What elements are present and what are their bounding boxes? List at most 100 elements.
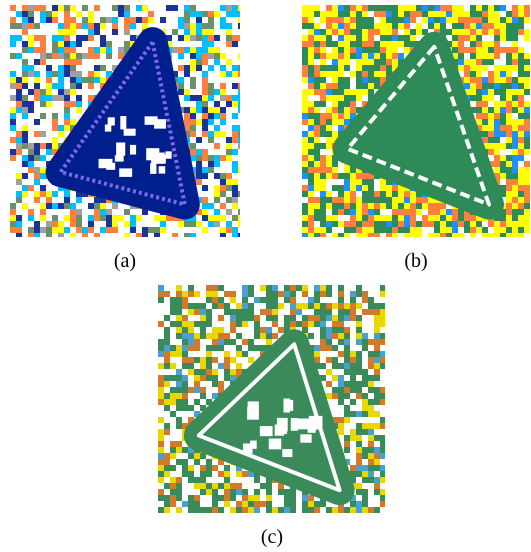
map-pixel [266,309,272,315]
map-pixel [350,203,356,209]
map-pixel [482,17,488,23]
map-pixel [176,459,182,465]
map-pixel [220,35,226,41]
map-pixel [362,89,368,95]
map-pixel [220,77,226,83]
map-pixel [314,185,320,191]
map-pixel [356,369,362,375]
map-pixel [130,17,136,23]
map-pixel [344,107,350,113]
map-pixel [170,303,176,309]
map-pixel [212,351,218,357]
map-pixel [284,495,290,501]
map-pixel [482,107,488,113]
map-pixel [176,381,182,387]
map-pixel [208,179,214,185]
map-pixel [118,233,124,237]
map-pixel [22,47,28,53]
map-pixel [22,233,28,237]
map-pixel [374,387,380,393]
map-pixel [356,441,362,447]
map-pixel [326,143,332,149]
map-pixel [374,495,380,501]
map-pixel [512,185,518,191]
map-pixel [158,381,164,387]
map-pixel [518,107,524,113]
map-pixel [202,47,208,53]
map-pixel [464,5,470,11]
map-pixel [194,405,200,411]
map-pixel [230,495,236,501]
map-pixel [82,221,88,227]
map-pixel [404,5,410,11]
map-pixel [506,185,512,191]
map-pixel [238,59,240,65]
map-pixel [194,471,200,477]
map-pixel [488,59,494,65]
map-pixel [464,29,470,35]
map-pixel [482,125,488,131]
map-pixel [238,11,240,17]
map-pixel [52,101,58,107]
map-pixel [226,5,232,11]
map-pixel [16,173,22,179]
map-pixel [196,137,202,143]
map-pixel [34,83,40,89]
map-pixel [368,285,374,291]
map-pixel [88,29,94,35]
map-pixel [164,393,170,399]
map-pixel [34,191,40,197]
map-pixel [34,137,40,143]
map-pixel [374,375,380,381]
map-pixel [52,5,58,11]
map-pixel [34,221,40,227]
map-pixel [220,11,226,17]
map-pixel [170,507,176,513]
map-pixel [338,291,344,297]
map-pixel [100,5,106,11]
map-pixel [326,83,332,89]
map-pixel [176,393,182,399]
map-pixel [46,227,52,233]
map-pixel [88,83,94,89]
map-pixel [518,65,524,71]
map-pixel [488,119,494,125]
map-pixel [76,29,82,35]
map-pixel [202,95,208,101]
map-pixel [368,477,374,483]
map-pixel [88,53,94,59]
map-pixel [506,221,512,227]
map-pixel [70,5,76,11]
map-pixel [374,327,380,333]
map-pixel [404,233,410,237]
map-pixel [482,113,488,119]
map-pixel [392,233,398,237]
map-pixel [362,393,368,399]
map-pixel [70,23,76,29]
map-pixel [190,95,196,101]
map-pixel [326,119,332,125]
map-pixel [302,53,308,59]
map-pixel [242,327,248,333]
map-pixel [398,41,404,47]
map-pixel [212,369,218,375]
map-pixel [356,71,362,77]
map-pixel [188,393,194,399]
map-pixel [386,11,392,17]
map-pixel [88,209,94,215]
map-pixel [362,327,368,333]
map-pixel [518,71,524,77]
map-pixel [356,399,362,405]
map-pixel [308,315,314,321]
map-pixel [470,29,476,35]
map-pixel [302,291,308,297]
map-pixel [226,227,232,233]
map-pixel [106,221,112,227]
map-pixel [106,209,112,215]
map-pixel [338,89,344,95]
map-pixel [212,327,218,333]
map-pixel [320,143,326,149]
map-pixel [524,53,530,59]
map-pixel [208,107,214,113]
map-pixel [182,297,188,303]
